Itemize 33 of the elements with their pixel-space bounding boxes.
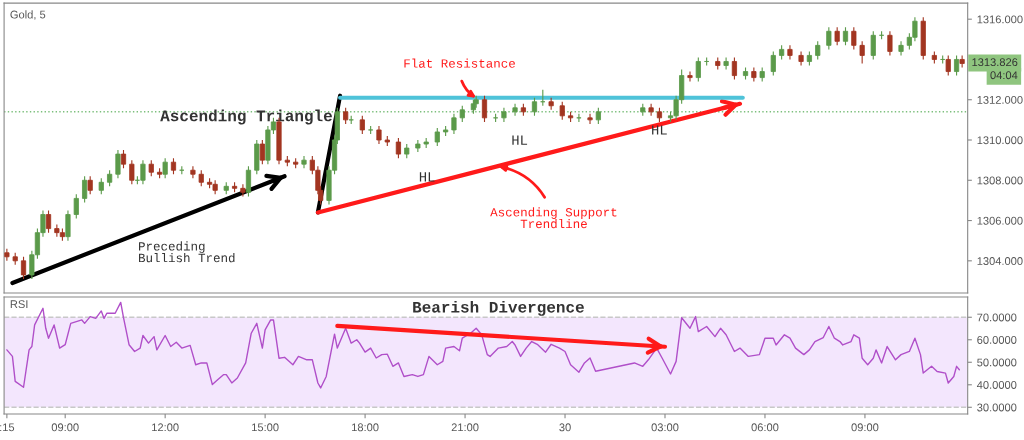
annotation: Preceding Bullish Trend: [139, 241, 235, 263]
x-tick-label: 06:00: [751, 423, 779, 432]
x-tick-label: 18:00: [352, 423, 379, 432]
y-tick-label: 1316.000: [977, 15, 1023, 24]
y-tick-label: 1304.000: [977, 257, 1023, 265]
y-tick-label: 50.0000: [977, 358, 1017, 367]
y-tick-label: 1310.000: [977, 136, 1023, 145]
x-tick-label: :15: [0, 423, 15, 432]
y-tick-label: 1306.000: [977, 216, 1023, 225]
annotation: Ascending Support Trendline: [490, 207, 617, 229]
x-tick-label: 09:00: [851, 423, 879, 432]
chart-title: RSI: [10, 300, 28, 309]
x-tick-label: 15:00: [252, 423, 279, 432]
annotation: Bearish Divergence: [413, 300, 584, 316]
y-tick-label: 1308.000: [977, 176, 1023, 185]
annotation: HL: [512, 135, 528, 145]
annotation: Flat Resistance: [404, 58, 515, 68]
y-tick-label: 70.0000: [977, 313, 1017, 322]
x-tick-label: 30: [559, 423, 571, 432]
y-tick-label: 60.0000: [977, 336, 1017, 344]
annotation: Ascending Triangle: [160, 109, 332, 125]
text: 1313.826: [972, 58, 1018, 67]
y-tick-label: 1312.000: [977, 96, 1023, 104]
x-tick-label: 03:00: [651, 423, 679, 432]
annotation: HL: [419, 172, 435, 182]
y-tick-label: 30.0000: [977, 403, 1017, 412]
x-tick-label: 12:00: [152, 423, 179, 432]
x-tick-label: 21:00: [451, 423, 479, 432]
text: 04:04: [990, 71, 1018, 80]
annotation: HL: [652, 125, 667, 135]
y-tick-label: 40.0000: [976, 381, 1017, 389]
text: Gold, 5: [10, 10, 46, 20]
x-tick-label: 09:00: [51, 423, 79, 432]
